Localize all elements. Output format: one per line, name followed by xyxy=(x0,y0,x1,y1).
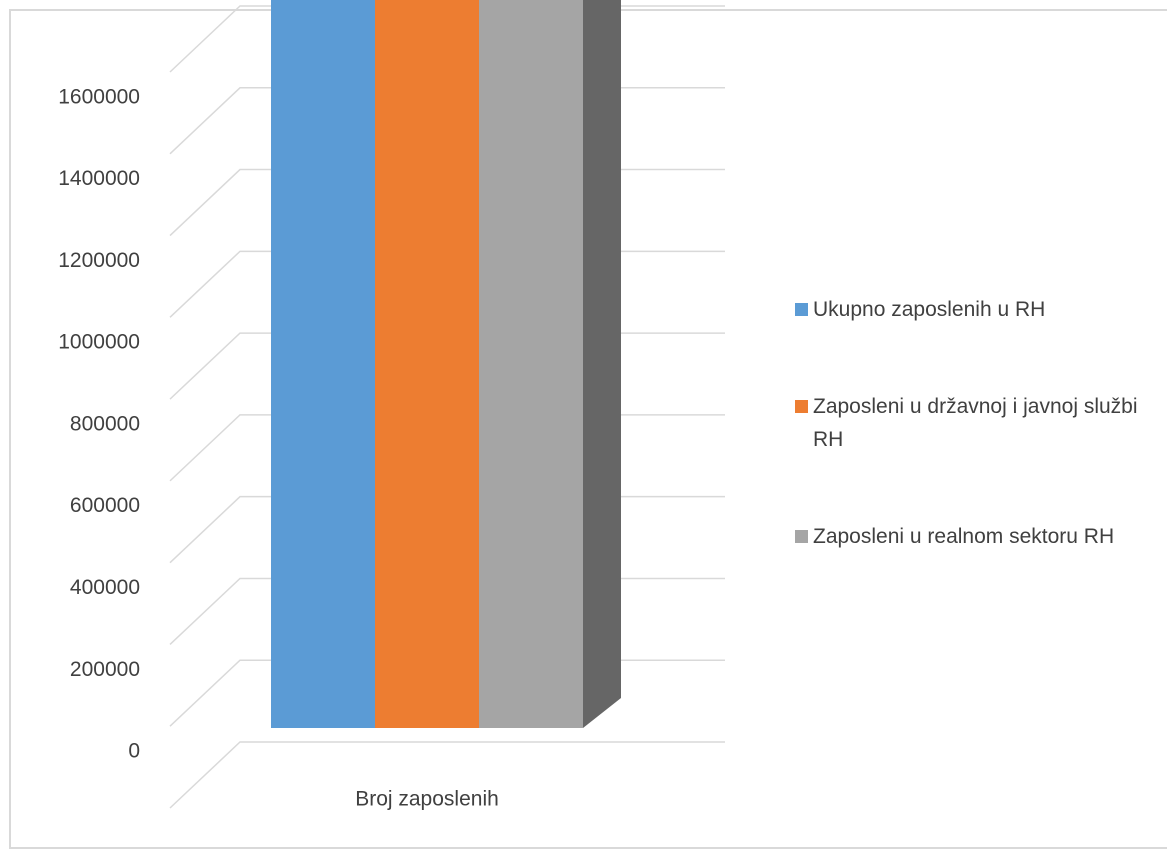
legend-swatch xyxy=(795,303,808,316)
y-tick-label: 0 xyxy=(128,740,140,763)
legend-line: Zaposleni u državnoj i javnoj službi xyxy=(813,395,1138,418)
y-tick-label: 800000 xyxy=(70,412,140,435)
grid-line xyxy=(169,741,725,809)
bar-side xyxy=(583,0,621,728)
y-tick-label: 400000 xyxy=(70,576,140,599)
legend-line: Ukupno zaposlenih u RH xyxy=(813,298,1045,321)
legend-line: RH xyxy=(813,428,843,451)
legend-label: Ukupno zaposlenih u RH xyxy=(813,298,1045,321)
legend-label: Zaposleni u državnoj i javnoj službi RH xyxy=(813,395,1138,451)
y-tick-label: 1400000 xyxy=(58,167,140,190)
legend-swatch xyxy=(795,530,808,543)
x-tick-label: Broj zaposlenih xyxy=(355,788,499,811)
legend-label: Zaposleni u realnom sektoru RH xyxy=(813,525,1114,548)
y-tick-label: 600000 xyxy=(70,494,140,517)
legend-swatch xyxy=(795,400,808,413)
bar xyxy=(375,0,479,728)
legend-line: Zaposleni u realnom sektoru RH xyxy=(813,525,1114,548)
bar xyxy=(479,0,583,728)
y-tick-label: 1000000 xyxy=(58,331,140,354)
y-tick-label: 1600000 xyxy=(58,85,140,108)
bar xyxy=(271,0,375,728)
y-tick-label: 200000 xyxy=(70,658,140,681)
y-tick-label: 1200000 xyxy=(58,249,140,272)
